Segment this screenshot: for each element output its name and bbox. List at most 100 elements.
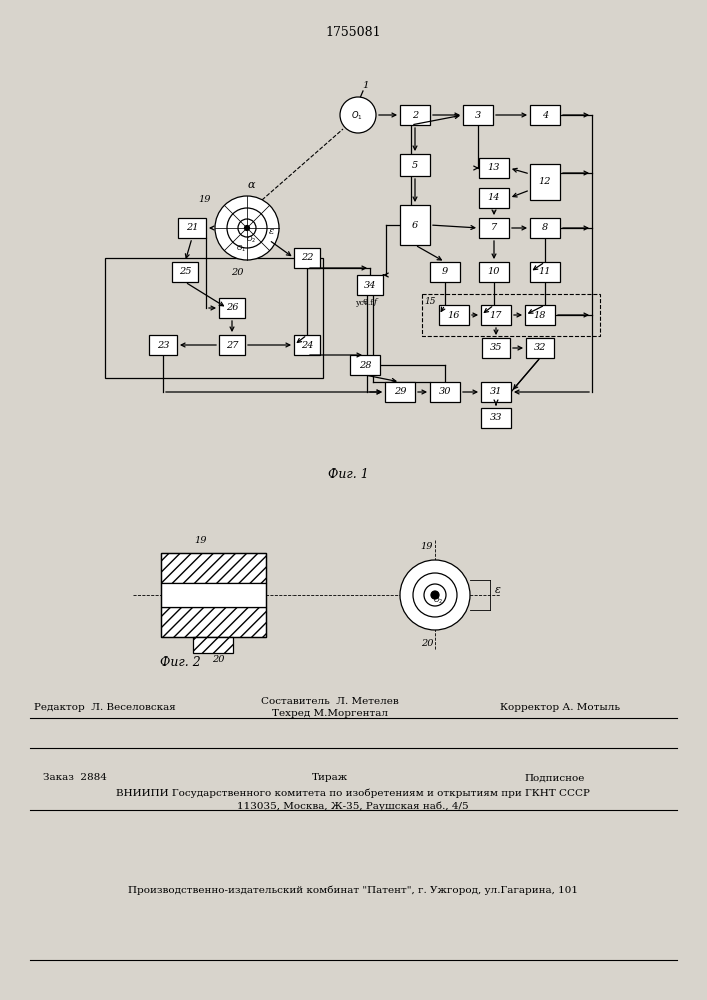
Text: Редактор  Л. Веселовская: Редактор Л. Веселовская bbox=[34, 702, 176, 712]
Bar bbox=[430, 262, 460, 282]
Text: 19: 19 bbox=[194, 536, 207, 545]
Bar bbox=[105, 258, 323, 378]
Bar bbox=[525, 305, 555, 325]
Text: 22: 22 bbox=[300, 253, 313, 262]
Bar bbox=[400, 205, 430, 245]
Text: 21: 21 bbox=[186, 224, 198, 232]
Bar bbox=[350, 355, 380, 375]
Text: Составитель  Л. Метелев: Составитель Л. Метелев bbox=[261, 696, 399, 706]
Text: 2: 2 bbox=[412, 110, 418, 119]
Bar bbox=[530, 262, 560, 282]
Text: ε: ε bbox=[495, 585, 501, 595]
Text: 19: 19 bbox=[199, 196, 211, 205]
Text: 34: 34 bbox=[363, 280, 376, 290]
Text: 13: 13 bbox=[488, 163, 501, 172]
Text: 23: 23 bbox=[157, 340, 169, 350]
Circle shape bbox=[245, 226, 250, 231]
Text: Техред М.Моргентал: Техред М.Моргентал bbox=[272, 710, 388, 718]
Text: ВНИИПИ Государственного комитета по изобретениям и открытиям при ГКНТ СССР: ВНИИПИ Государственного комитета по изоб… bbox=[116, 788, 590, 798]
Bar bbox=[481, 382, 511, 402]
Bar bbox=[172, 262, 198, 282]
Text: 27: 27 bbox=[226, 340, 238, 350]
Text: 29: 29 bbox=[394, 387, 407, 396]
Text: 24: 24 bbox=[300, 340, 313, 350]
Bar bbox=[479, 218, 509, 238]
Text: Фиг. 1: Фиг. 1 bbox=[327, 468, 368, 482]
Bar bbox=[294, 248, 320, 268]
Bar bbox=[219, 335, 245, 355]
Bar bbox=[149, 335, 177, 355]
Text: 1755081: 1755081 bbox=[325, 25, 381, 38]
Text: 26: 26 bbox=[226, 304, 238, 312]
Circle shape bbox=[413, 573, 457, 617]
Text: 11: 11 bbox=[539, 267, 551, 276]
Bar bbox=[479, 188, 509, 208]
Circle shape bbox=[215, 196, 279, 260]
Text: Тираж: Тираж bbox=[312, 774, 348, 782]
Text: 3: 3 bbox=[475, 110, 481, 119]
Text: 17: 17 bbox=[490, 310, 502, 320]
Bar bbox=[385, 382, 415, 402]
Bar bbox=[481, 305, 511, 325]
Text: 1: 1 bbox=[363, 81, 369, 90]
Text: уст.f: уст.f bbox=[356, 299, 374, 307]
Bar bbox=[178, 218, 206, 238]
Bar bbox=[193, 637, 233, 653]
Circle shape bbox=[424, 584, 446, 606]
Text: Фиг. 2: Фиг. 2 bbox=[160, 656, 200, 668]
Text: 16: 16 bbox=[448, 310, 460, 320]
Text: f: f bbox=[373, 298, 377, 306]
Text: 7: 7 bbox=[491, 224, 497, 232]
Bar bbox=[479, 262, 509, 282]
Bar bbox=[160, 553, 266, 637]
Bar bbox=[430, 382, 460, 402]
Text: 9: 9 bbox=[442, 267, 448, 276]
Text: α: α bbox=[247, 180, 255, 190]
Bar bbox=[530, 105, 560, 125]
Text: 0: 0 bbox=[363, 298, 368, 306]
Text: Заказ  2884: Заказ 2884 bbox=[43, 774, 107, 782]
Circle shape bbox=[227, 208, 267, 248]
Text: 33: 33 bbox=[490, 414, 502, 422]
Bar bbox=[439, 305, 469, 325]
Text: 28: 28 bbox=[358, 360, 371, 369]
Text: 12: 12 bbox=[539, 178, 551, 186]
Text: 6: 6 bbox=[412, 221, 418, 230]
Text: 18: 18 bbox=[534, 310, 547, 320]
Bar bbox=[160, 583, 266, 607]
Text: 5: 5 bbox=[412, 160, 418, 169]
Text: 15: 15 bbox=[424, 297, 436, 306]
Bar bbox=[400, 154, 430, 176]
Text: Производственно-издательский комбинат "Патент", г. Ужгород, ул.Гагарина, 101: Производственно-издательский комбинат "П… bbox=[128, 885, 578, 895]
Text: 32: 32 bbox=[534, 344, 547, 353]
Text: 4: 4 bbox=[542, 110, 548, 119]
Text: 19: 19 bbox=[421, 542, 433, 551]
Text: 35: 35 bbox=[490, 344, 502, 353]
Text: 10: 10 bbox=[488, 267, 501, 276]
Text: $O_2$: $O_2$ bbox=[433, 596, 443, 606]
Text: 20: 20 bbox=[421, 639, 433, 648]
Text: 20: 20 bbox=[230, 268, 243, 277]
Circle shape bbox=[340, 97, 376, 133]
Text: $O_2$: $O_2$ bbox=[246, 235, 256, 245]
Text: $O_1$: $O_1$ bbox=[351, 110, 363, 122]
Circle shape bbox=[238, 219, 256, 237]
Bar bbox=[481, 408, 511, 428]
Circle shape bbox=[400, 560, 470, 630]
Bar bbox=[482, 338, 510, 358]
Bar bbox=[400, 105, 430, 125]
Text: $O_1$: $O_1$ bbox=[236, 244, 246, 254]
Text: 113035, Москва, Ж-35, Раушская наб., 4/5: 113035, Москва, Ж-35, Раушская наб., 4/5 bbox=[237, 801, 469, 811]
Text: 31: 31 bbox=[490, 387, 502, 396]
Text: 8: 8 bbox=[542, 224, 548, 232]
Bar bbox=[160, 553, 266, 583]
Text: Подписное: Подписное bbox=[525, 774, 585, 782]
Text: ε: ε bbox=[269, 227, 274, 235]
Bar bbox=[530, 164, 560, 200]
Bar bbox=[463, 105, 493, 125]
Circle shape bbox=[431, 591, 439, 599]
Text: 30: 30 bbox=[439, 387, 451, 396]
Text: 20: 20 bbox=[212, 655, 224, 664]
Bar bbox=[219, 298, 245, 318]
Text: 14: 14 bbox=[488, 194, 501, 202]
